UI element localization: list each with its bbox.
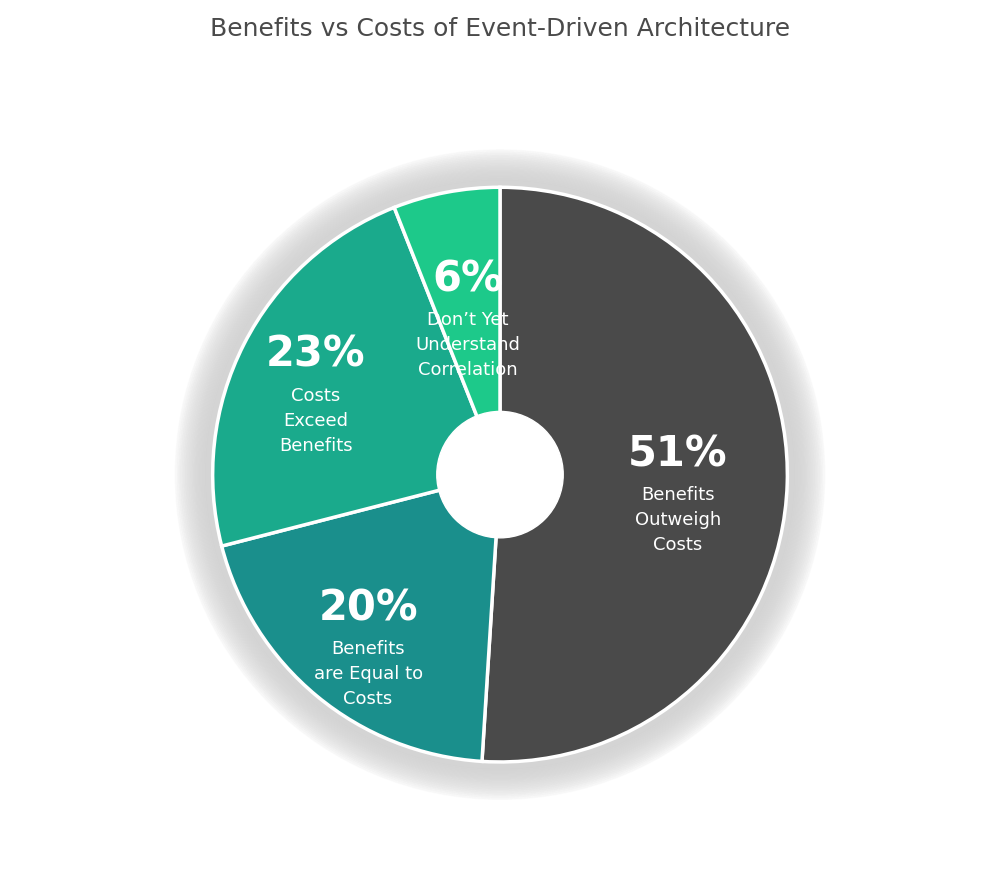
Wedge shape (482, 188, 787, 762)
Text: 20%: 20% (318, 587, 418, 629)
Wedge shape (213, 208, 500, 546)
Circle shape (437, 411, 563, 538)
Wedge shape (394, 188, 500, 474)
Text: Don’t Yet
Understand
Correlation: Don’t Yet Understand Correlation (415, 311, 520, 380)
Text: 6%: 6% (432, 258, 503, 301)
Text: Benefits
Outweigh
Costs: Benefits Outweigh Costs (635, 487, 721, 554)
Wedge shape (222, 474, 500, 761)
Text: Benefits
are Equal to
Costs: Benefits are Equal to Costs (314, 640, 423, 708)
Title: Benefits vs Costs of Event-Driven Architecture: Benefits vs Costs of Event-Driven Archit… (210, 17, 790, 41)
Text: Costs
Exceed
Benefits: Costs Exceed Benefits (279, 387, 352, 454)
Text: 23%: 23% (266, 334, 365, 375)
Text: 51%: 51% (628, 434, 728, 475)
